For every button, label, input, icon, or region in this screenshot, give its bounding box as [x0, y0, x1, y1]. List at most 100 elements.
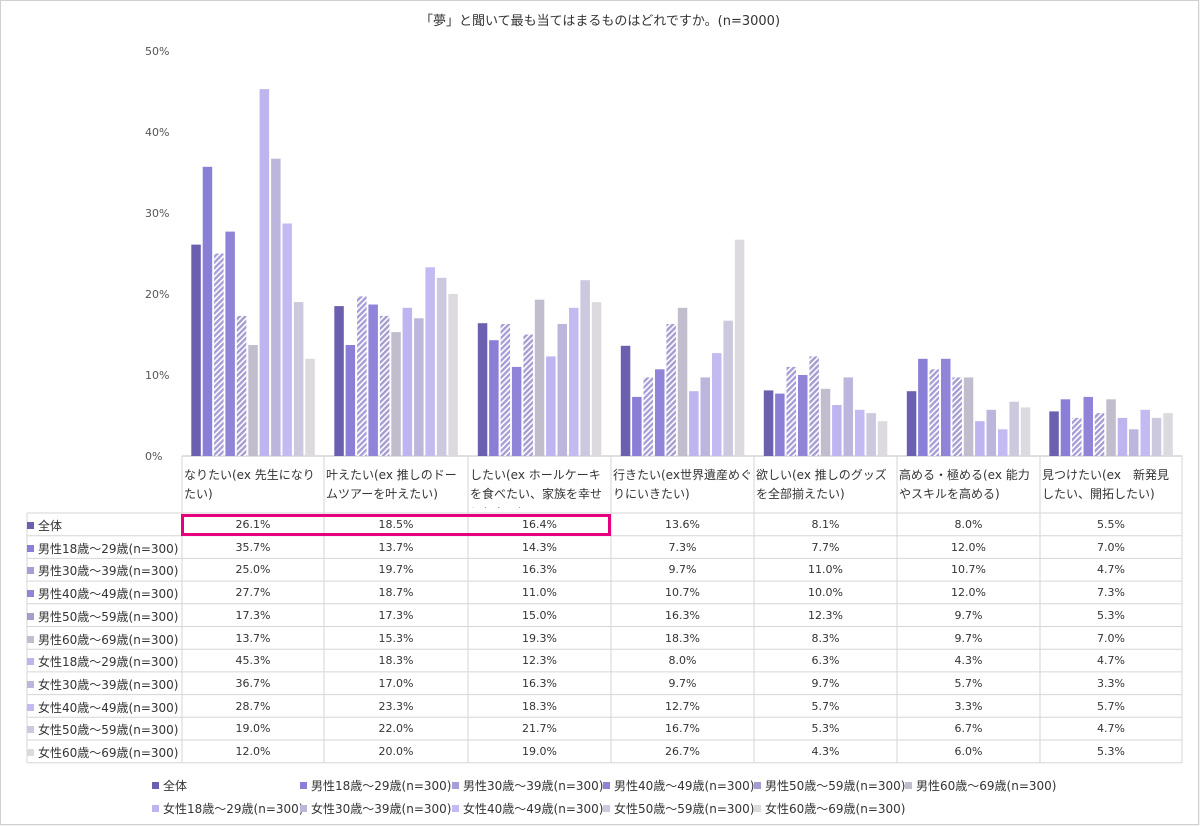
table-cell: 12.0%	[951, 586, 986, 600]
legend-label: 男性18歳～29歳(n=300)	[311, 779, 452, 793]
table-cell: 22.0%	[378, 722, 414, 736]
table-cell: 19.3%	[522, 631, 557, 645]
table-cell: 12.7%	[665, 699, 700, 713]
table-row-label: 女性60歳～69歳(n=300)	[27, 744, 178, 761]
category-label: 高める・極める(ex 能力やスキルを高める)	[899, 468, 1030, 501]
bar	[1094, 413, 1105, 456]
table-cell: 26.7%	[665, 745, 700, 758]
bar	[591, 302, 602, 456]
table-cell: 18.3%	[378, 654, 414, 668]
legend-item: 全体	[152, 777, 187, 794]
table-cell: 35.7%	[235, 540, 271, 554]
bar	[489, 340, 499, 456]
table-cell: 10.7%	[951, 563, 986, 577]
chart-title: 「夢」と聞いて最も当てはまるものはどれですか。(n=3000)	[419, 14, 781, 29]
bar	[202, 166, 213, 457]
table-cell: 13.7%	[235, 631, 271, 645]
table-cell: 16.4%	[522, 518, 557, 531]
table-cell: 9.7%	[954, 608, 983, 622]
bar	[666, 324, 676, 456]
legend-label: 男性50歳～59歳(n=300)	[765, 779, 906, 793]
table-cell: 12.0%	[951, 540, 986, 554]
table-cell: 7.7%	[811, 540, 840, 554]
table-cell: 7.3%	[668, 540, 697, 554]
bar	[580, 280, 590, 456]
table-cell: 21.7%	[522, 722, 557, 736]
series-swatch	[27, 522, 34, 529]
table-cell: 5.7%	[954, 676, 983, 690]
bar	[941, 358, 951, 456]
category-label: なりたい(ex 先生になりたい)	[184, 468, 315, 501]
bar	[282, 223, 292, 456]
legend-swatch	[152, 805, 159, 812]
table-cell: 36.7%	[235, 676, 271, 690]
legend-item: 男性40歳～49歳(n=300)	[603, 777, 754, 794]
table-row-label: 男性50歳～59歳(n=300)	[27, 608, 178, 625]
y-tick-label: 40%	[145, 126, 169, 139]
legend-item: 女性40歳～49歳(n=300)	[452, 800, 603, 817]
table-cell: 3.3%	[954, 699, 983, 713]
y-tick-label: 10%	[145, 369, 169, 382]
bar	[345, 345, 356, 456]
table-cell: 10.7%	[665, 586, 700, 600]
legend-item: 女性60歳～69歳(n=300)	[754, 800, 905, 817]
category-label: 行きたい(ex世界遺産めぐりにいきたい)	[613, 468, 752, 501]
table-cell: 15.0%	[522, 608, 557, 622]
bar	[775, 393, 785, 456]
table-cell: 8.0%	[954, 518, 983, 531]
table-cell: 23.3%	[378, 699, 414, 713]
legend-label: 男性30歳～39歳(n=300)	[463, 779, 604, 793]
legend-swatch	[452, 782, 459, 789]
table-cell: 9.7%	[668, 563, 697, 577]
table-cell: 27.7%	[235, 586, 271, 600]
bar	[820, 388, 831, 456]
table-cell: 16.7%	[665, 722, 700, 736]
table-row-label: 男性60歳～69歳(n=300)	[27, 631, 178, 648]
bar	[906, 391, 917, 456]
series-swatch	[27, 749, 34, 756]
bar	[689, 391, 699, 456]
table-cell: 5.3%	[811, 722, 840, 736]
row-label-text: 全体	[38, 519, 63, 533]
legend-swatch	[905, 782, 912, 789]
table-row-label: 全体	[27, 517, 62, 534]
bar	[368, 304, 378, 456]
table-cell: 16.3%	[522, 676, 557, 690]
table-cell: 9.7%	[668, 676, 697, 690]
bar	[534, 299, 545, 456]
series-swatch	[27, 658, 34, 666]
bar	[436, 277, 447, 456]
row-label-text: 男性50歳～59歳(n=300)	[38, 609, 179, 624]
legend-swatch	[152, 782, 159, 789]
bar	[1049, 411, 1059, 456]
table-cell: 4.7%	[1097, 563, 1125, 577]
bar	[1151, 417, 1162, 456]
table-cell: 19.7%	[378, 563, 414, 577]
category-label: したい(ex ホールケーキを食べたい、家族を幸せにしたい)	[470, 468, 603, 508]
table-cell: 18.3%	[522, 699, 557, 713]
table-cell: 13.7%	[378, 540, 414, 554]
table-cell: 16.3%	[522, 563, 557, 577]
bar	[214, 253, 224, 456]
table-cell: 10.0%	[808, 586, 843, 600]
bar	[1020, 407, 1031, 456]
legend-swatch	[300, 782, 307, 789]
bar	[1163, 413, 1173, 456]
series-swatch	[27, 567, 34, 575]
table-cell: 13.6%	[665, 518, 700, 531]
bar	[334, 306, 344, 456]
legend-label: 男性40歳～49歳(n=300)	[614, 779, 755, 793]
bar	[557, 324, 567, 456]
bar	[391, 332, 401, 456]
bar	[500, 324, 511, 456]
bar	[952, 377, 962, 456]
series-swatch	[27, 726, 34, 734]
table-cell: 7.3%	[1097, 586, 1125, 600]
table-cell: 5.3%	[1097, 608, 1125, 622]
bar	[259, 89, 270, 456]
table-cell: 16.3%	[665, 608, 700, 622]
row-label-text: 男性30歳～39歳(n=300)	[38, 564, 179, 579]
table-cell: 17.3%	[235, 608, 271, 622]
y-tick-label: 50%	[145, 45, 169, 58]
row-label-text: 女性60歳～69歳(n=300)	[38, 746, 179, 760]
